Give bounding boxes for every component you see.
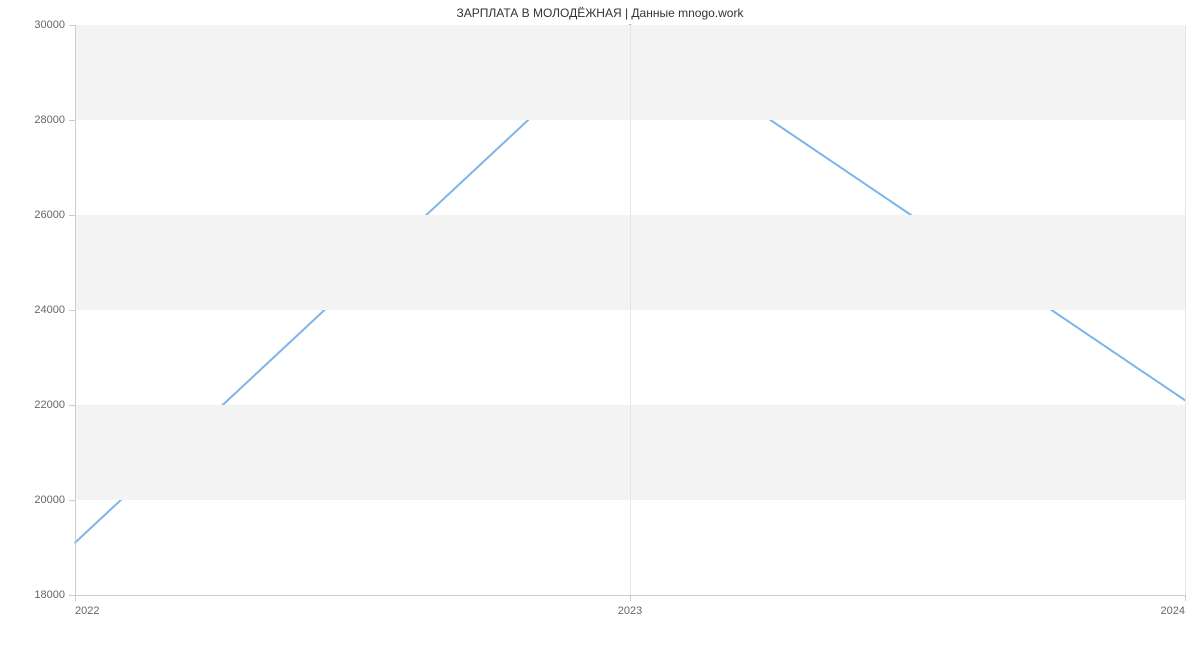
x-tick <box>630 595 631 601</box>
y-tick <box>69 215 75 216</box>
y-tick <box>69 500 75 501</box>
x-tick <box>75 595 76 601</box>
x-tick <box>1185 595 1186 601</box>
y-tick-label: 20000 <box>0 494 65 506</box>
gridline-vertical <box>630 25 631 595</box>
y-tick-label: 22000 <box>0 399 65 411</box>
plot-area <box>75 25 1185 595</box>
y-tick <box>69 120 75 121</box>
y-tick-label: 26000 <box>0 209 65 221</box>
y-tick-label: 28000 <box>0 114 65 126</box>
y-tick <box>69 310 75 311</box>
y-tick-label: 18000 <box>0 589 65 601</box>
y-tick <box>69 405 75 406</box>
x-tick-label: 2022 <box>75 605 99 617</box>
y-tick-label: 24000 <box>0 304 65 316</box>
gridline-vertical <box>1185 25 1186 595</box>
x-tick-label: 2024 <box>1161 605 1185 617</box>
y-tick-label: 30000 <box>0 19 65 31</box>
y-tick <box>69 25 75 26</box>
chart-title: ЗАРПЛАТА В МОЛОДЁЖНАЯ | Данные mnogo.wor… <box>0 6 1200 20</box>
x-tick-label: 2023 <box>618 605 642 617</box>
line-chart: ЗАРПЛАТА В МОЛОДЁЖНАЯ | Данные mnogo.wor… <box>0 0 1200 650</box>
y-axis-line <box>75 25 76 595</box>
